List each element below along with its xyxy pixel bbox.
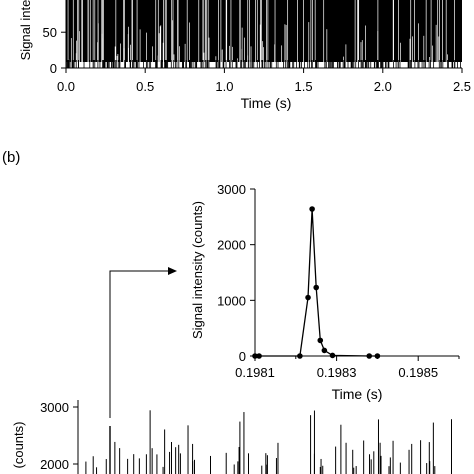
inset-y-tick-label: 0: [239, 349, 246, 364]
inset-x-tick-label: 0.1985: [398, 365, 438, 380]
inset-series-points: [252, 206, 381, 359]
inset-data-point: [256, 353, 262, 359]
panel-a-spike-area: [66, 0, 462, 62]
inset-y-ticks: 0 1000 2000 3000: [217, 182, 255, 364]
panel-a-x-tick-label: 2.5: [453, 79, 471, 94]
zoom-arrow-line: [109, 270, 170, 418]
panel-b-label: (b): [2, 149, 20, 166]
panel-a-x-tick-label: 1.0: [215, 79, 233, 94]
panel-b-y-tick-label: 2000: [40, 457, 69, 472]
inset-data-point: [305, 294, 311, 301]
inset-x-label: Time (s): [332, 386, 383, 402]
panel-a-x-tick-label: 0.0: [57, 79, 75, 94]
panel-b-y-ticks: 3000 2000: [40, 400, 78, 472]
inset-x-tick-label: 0.1981: [235, 365, 275, 380]
inset-data-point: [252, 353, 258, 359]
inset-y-tick-label: 2000: [217, 238, 246, 253]
zoom-arrow-head: [168, 267, 177, 275]
panel-a-y-label: Signal inte: [18, 0, 33, 60]
inset-data-point: [309, 206, 315, 212]
panel-a-x-tick-label: 1.5: [295, 79, 313, 94]
zoom-arrow: [109, 267, 177, 418]
panel-a-x-ticks: 0.0 0.5 1.0 1.5 2.0 2.5: [57, 68, 471, 94]
panel-a: 0.0 0.5 1.0 1.5 2.0 2.5 0 50 Time (s) Signal i…: [18, 0, 471, 111]
inset-data-point: [374, 353, 381, 359]
inset-series-line: [255, 208, 378, 357]
panel-a-x-tick-label: 0.5: [136, 79, 154, 94]
inset-x-ticks: 0.1981 0.1983 0.1985: [235, 356, 460, 380]
panel-b-y-label: (counts): [11, 422, 26, 469]
panel-a-x-tick-label: 2.0: [374, 79, 392, 94]
inset-data-point: [317, 337, 324, 344]
inset-y-tick-label: 3000: [217, 182, 246, 197]
inset-data-point: [297, 353, 303, 359]
panel-a-y-tick-label: 0: [50, 61, 57, 76]
inset-y-tick-label: 1000: [217, 293, 246, 308]
panel-a-x-label: Time (s): [241, 95, 292, 111]
panel-b-spikes: [85, 410, 453, 474]
panel-b-inset: 0.1981 0.1983 0.1985 0 1000 2000 3000 Time (s…: [190, 182, 460, 402]
panel-b-y-tick-label: 3000: [40, 400, 69, 415]
inset-data-point: [321, 347, 328, 354]
inset-data-point: [313, 284, 320, 291]
inset-data-point: [366, 353, 373, 359]
panel-b-main: 3000 2000 (counts): [11, 400, 453, 474]
panel-a-y-tick-label: 50: [43, 25, 57, 40]
panel-a-spikes: [66, 0, 461, 68]
inset-data-point: [329, 352, 336, 359]
panel-a-y-ticks: 0 50: [43, 25, 66, 76]
inset-y-label: Signal intensity (counts): [190, 201, 205, 339]
inset-x-tick-label: 0.1983: [317, 365, 357, 380]
